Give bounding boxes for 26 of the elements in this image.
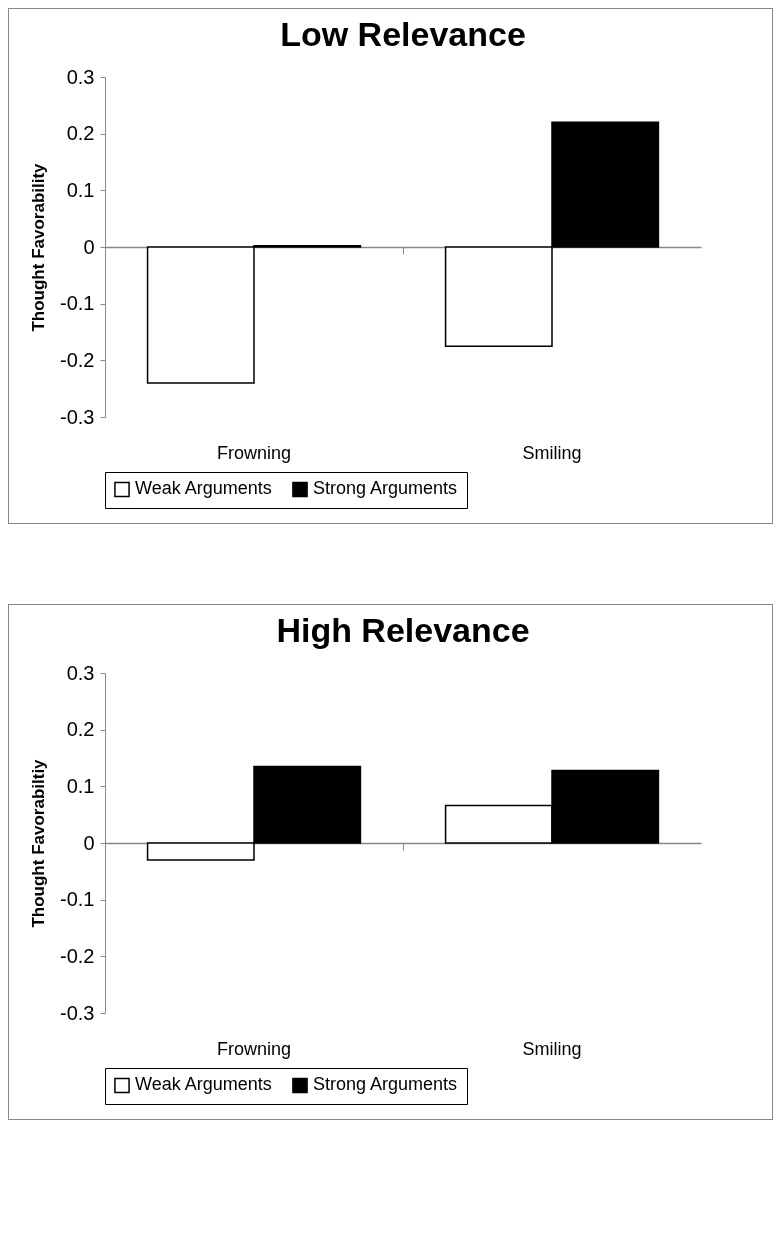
y-tick-label: 0.2	[66, 718, 95, 741]
x-tick-label: Smiling	[522, 1038, 582, 1059]
y-tick-label: -0.2	[60, 348, 95, 371]
y-tick-label: -0.1	[60, 292, 95, 315]
y-tick-label: -0.1	[60, 888, 95, 911]
chart-title: High Relevance	[276, 611, 530, 649]
y-tick-label: -0.2	[60, 944, 95, 967]
y-tick-label: 0.1	[66, 774, 95, 797]
y-tick-label: 0.3	[66, 65, 95, 88]
y-tick-label: 0	[83, 235, 95, 258]
x-tick-label: Frowning	[216, 442, 292, 463]
chart-title: Low Relevance	[280, 15, 526, 53]
y-axis-title: Thought Favorabiltiy	[29, 758, 49, 928]
y-tick-label: 0.2	[66, 122, 95, 145]
y-tick-label: 0.1	[66, 178, 95, 201]
y-tick-label: 0	[83, 831, 95, 854]
x-tick-label: Frowning	[216, 1038, 292, 1059]
legend-label: Weak Arguments	[135, 1074, 272, 1095]
y-tick-label: 0.3	[66, 661, 95, 684]
x-tick-label: Smiling	[522, 442, 582, 463]
y-axis-title: Thought Favorability	[29, 162, 49, 332]
legend-label: Strong Arguments	[313, 1074, 458, 1095]
y-tick-label: -0.3	[60, 1001, 95, 1024]
y-tick-label: -0.3	[60, 405, 95, 428]
legend-label: Strong Arguments	[313, 478, 458, 499]
legend-label: Weak Arguments	[135, 478, 272, 499]
